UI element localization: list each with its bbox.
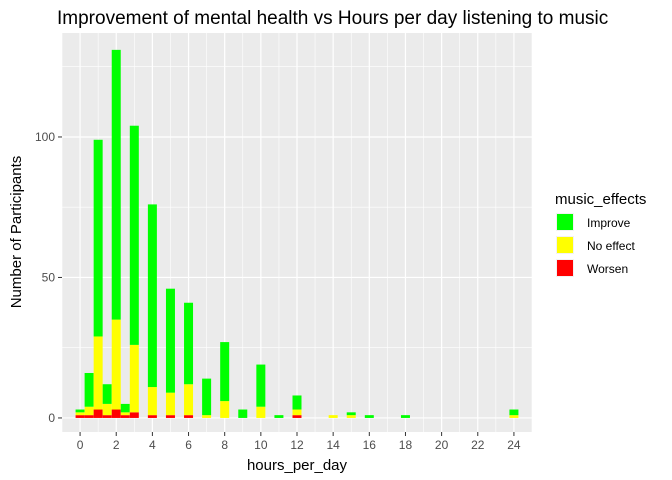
bars bbox=[75, 49, 519, 418]
bar-no-effect bbox=[147, 387, 157, 416]
bar-worsen bbox=[111, 409, 121, 418]
bar-no-effect bbox=[129, 344, 139, 413]
bar-worsen bbox=[120, 415, 130, 418]
bar-no-effect bbox=[346, 415, 356, 418]
bar-improve bbox=[364, 415, 374, 418]
legend-swatch bbox=[557, 260, 573, 276]
chart-title: Improvement of mental health vs Hours pe… bbox=[57, 8, 608, 29]
x-axis: 0 2 4 6 8 10 12 14 16 18 20 22 24 bbox=[77, 432, 521, 452]
legend-swatch bbox=[557, 237, 573, 253]
bar-no-effect bbox=[202, 415, 212, 418]
bar-no-effect bbox=[165, 392, 175, 416]
x-tick-label: 18 bbox=[399, 438, 413, 452]
x-tick-label: 4 bbox=[149, 438, 156, 452]
x-tick-label: 20 bbox=[435, 438, 449, 452]
bar-worsen bbox=[147, 415, 157, 418]
x-axis-title: hours_per_day bbox=[247, 457, 348, 474]
bar-improve bbox=[165, 288, 175, 393]
bar-worsen bbox=[129, 412, 139, 418]
bar-worsen bbox=[165, 415, 175, 418]
bar-improve bbox=[102, 384, 112, 404]
bar-improve bbox=[93, 139, 103, 337]
x-tick-label: 2 bbox=[113, 438, 120, 452]
bar-worsen bbox=[93, 409, 103, 418]
x-tick-label: 22 bbox=[471, 438, 485, 452]
bar-improve bbox=[202, 378, 212, 416]
bar-improve bbox=[292, 395, 302, 410]
bar-no-effect bbox=[102, 403, 112, 416]
bar-improve bbox=[184, 302, 194, 385]
bar-no-effect bbox=[184, 384, 194, 416]
x-tick-label: 16 bbox=[363, 438, 377, 452]
bar-no-effect bbox=[111, 319, 121, 410]
y-tick-label: 50 bbox=[42, 270, 56, 284]
bar-no-effect bbox=[292, 409, 302, 416]
bar-worsen bbox=[102, 415, 112, 418]
bar-improve bbox=[274, 415, 284, 418]
bar-worsen bbox=[292, 415, 302, 418]
legend-label: Worsen bbox=[587, 262, 628, 276]
x-tick-label: 6 bbox=[185, 438, 192, 452]
bar-no-effect bbox=[120, 412, 130, 416]
y-axis: 0 50 100 bbox=[35, 130, 62, 425]
bar-no-effect bbox=[84, 406, 94, 416]
bar-improve bbox=[220, 342, 230, 402]
bar-improve bbox=[346, 412, 356, 416]
y-tick-label: 100 bbox=[35, 130, 55, 144]
bar-worsen bbox=[75, 415, 85, 418]
bar-no-effect bbox=[256, 406, 266, 418]
bar-improve bbox=[129, 125, 139, 345]
bar-no-effect bbox=[328, 415, 338, 418]
legend-label: No effect bbox=[587, 239, 635, 253]
bar-improve bbox=[256, 364, 266, 407]
legend-swatch bbox=[557, 214, 573, 230]
legend-label: Improve bbox=[587, 216, 631, 230]
legend-title: music_effects bbox=[555, 191, 646, 208]
bar-improve bbox=[111, 49, 121, 320]
bar-worsen bbox=[184, 415, 194, 418]
x-tick-label: 24 bbox=[507, 438, 521, 452]
x-tick-label: 12 bbox=[290, 438, 304, 452]
bar-no-effect bbox=[509, 415, 519, 418]
y-axis-title: Number of Participants bbox=[8, 156, 25, 309]
bar-improve bbox=[400, 415, 410, 418]
bar-no-effect bbox=[75, 412, 85, 416]
bar-improve bbox=[238, 409, 248, 418]
bar-improve bbox=[120, 403, 130, 413]
bar-improve bbox=[84, 372, 94, 407]
y-tick-label: 0 bbox=[48, 411, 55, 425]
x-tick-label: 8 bbox=[221, 438, 228, 452]
bar-improve bbox=[75, 409, 85, 413]
x-tick-label: 10 bbox=[254, 438, 268, 452]
bar-improve bbox=[509, 409, 519, 416]
x-tick-label: 0 bbox=[77, 438, 84, 452]
x-tick-label: 14 bbox=[326, 438, 340, 452]
bar-no-effect bbox=[93, 336, 103, 410]
bar-worsen bbox=[84, 415, 94, 418]
legend: music_effects Improve No effect Worsen bbox=[555, 191, 646, 277]
bar-improve bbox=[147, 204, 157, 388]
bar-no-effect bbox=[220, 401, 230, 418]
